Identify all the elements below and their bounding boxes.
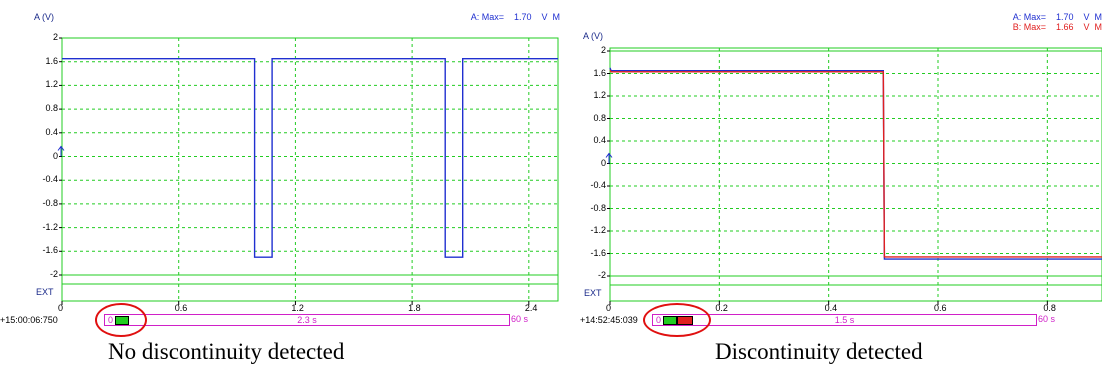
y-tick-label: 1.6 [45,55,58,66]
max-readout: A: Max= 1.70 V M [1012,12,1102,22]
y-tick-label: 1.2 [593,90,606,100]
x-tick-label: 0.4 [824,303,838,313]
scope-panel-right: A (V) A: Max= 1.70 V M B: Max= 1.66 V M 2… [580,0,1102,364]
plot-border [61,37,559,302]
x-tick-label: 0.8 [1043,303,1056,313]
y-tick-label: 1.6 [593,67,606,78]
scope-chart [57,37,559,305]
y-tick-label: 0 [600,157,606,168]
y-tick-label: 0 [52,150,58,161]
series-line-1 [609,69,1102,258]
x-tick-label: 0 [58,303,64,313]
timebar-duration: 1.5 s [834,315,855,325]
timebar[interactable]: 0 2.3 s [104,314,510,326]
x-tick-label: 2.4 [524,303,538,313]
max-readout: A: Max= 1.70 V M [470,12,560,22]
y-unit-label: A (V) [583,31,604,41]
y-tick-label: -1.2 [590,225,606,235]
y-tick-label: 0.8 [593,112,606,123]
y-tick-label: 1.2 [45,79,58,90]
timebar-duration: 2.3 s [297,315,317,325]
x-tick-label: 0.6 [174,303,188,313]
timebar-end: 60 s [511,314,529,324]
y-tick-label: -0.8 [590,202,606,213]
y-tick-label: -0.4 [42,174,58,185]
trigger-timestamp: +14:52:45:039 [580,315,638,325]
ext-label: EXT [584,288,602,298]
caption-right: Discontinuity detected [715,339,923,364]
waveform-plot[interactable]: 2 1.6 1.2 0.8 0.4 0 -0.4 -0.8 -1.2 -1.6 -2 EXT 0 0.6 1… [0,30,560,330]
highlight-ring [95,303,147,337]
series-line-0 [62,58,558,258]
timebar-end: 60 s [1038,314,1056,324]
zero-marker [605,152,613,164]
y-tick-label: -1.2 [42,221,58,232]
y-tick-label: 0.4 [593,135,606,145]
highlight-ring [643,303,711,337]
series-line-0 [609,67,1102,260]
x-tick-label: 0.2 [715,303,728,313]
max-readout-area: A: Max= 1.70 V M [471,12,560,22]
x-tick-label: 0.6 [934,303,947,313]
x-tick-label: 0 [606,303,612,313]
plot-border [609,47,1102,302]
y-tick-label: -1.6 [590,247,606,258]
scope-panel-left: A (V) A: Max= 1.70 V M 2 1.6 1.2 0.8 0.4 0 -0.… [0,0,560,364]
scope-chart [605,47,1102,305]
waveform-plot[interactable]: 2 1.6 1.2 0.8 0.4 0 -0.4 -0.8 -1.2 -1.6 -2 EXT 0 0.2 0… [580,45,1102,330]
y-tick-label: 0.8 [45,103,58,114]
x-tick-label: 1.2 [291,303,304,313]
zero-marker [57,145,65,157]
ext-label: EXT [36,287,54,297]
x-tick-label: 1.8 [408,303,421,313]
y-tick-label: -1.6 [42,245,58,256]
y-tick-label: -0.4 [590,180,606,190]
trigger-timestamp: +15:00:06:750 [0,315,58,325]
y-tick-label: 0.4 [45,126,58,137]
y-tick-label: -2 [597,270,606,280]
max-readout: B: Max= 1.66 V M [1012,22,1102,32]
y-tick-label: 2 [600,45,606,55]
y-tick-label: -0.8 [42,197,58,208]
max-readout-area: A: Max= 1.70 V M B: Max= 1.66 V M [1013,12,1102,32]
y-unit-label: A (V) [34,12,55,22]
caption-left: No discontinuity detected [108,339,345,364]
y-tick-label: 2 [52,32,58,42]
y-tick-label: -2 [49,269,58,279]
